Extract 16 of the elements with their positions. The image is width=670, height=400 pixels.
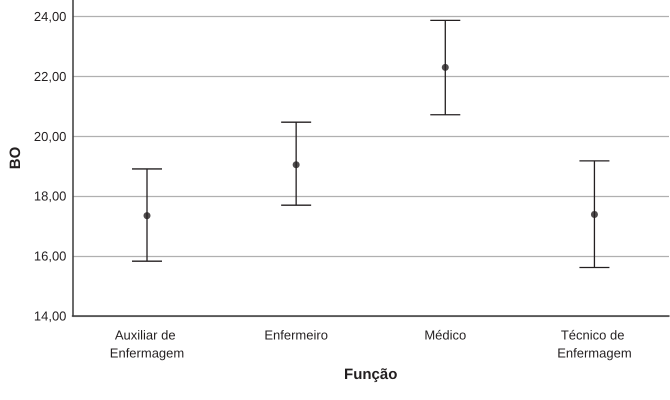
point — [292, 161, 300, 168]
x-tick-label: Técnico de Enfermagem — [557, 328, 632, 360]
y-tick-label: 24,00 — [34, 8, 66, 24]
y-tick-label: 18,00 — [34, 188, 66, 204]
x-axis-title: Função — [344, 366, 398, 383]
y-axis-title: BO — [7, 146, 24, 170]
x-tick-label: Médico — [424, 328, 466, 342]
x-tick-label: Auxiliar de Enfermagem — [110, 328, 184, 360]
point — [442, 64, 449, 71]
y-tick-label: 16,00 — [34, 248, 66, 264]
y-tick-label: 22,00 — [34, 68, 66, 84]
point — [144, 212, 151, 220]
y-tick-label: 14,00 — [34, 308, 66, 324]
point — [590, 210, 598, 218]
y-tick-label: 20,00 — [34, 128, 66, 144]
x-tick-label: Enfermeiro — [264, 328, 328, 342]
